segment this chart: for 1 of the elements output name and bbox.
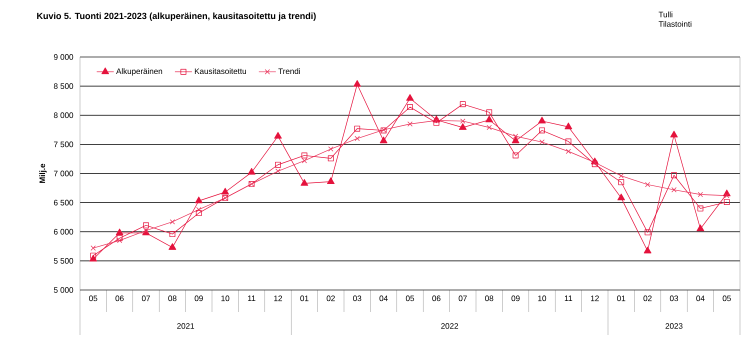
chart-title: Kuvio 5. Tuonti 2021-2023 (alkuperäinen, kausitasoitettu ja trendi) <box>37 12 316 21</box>
